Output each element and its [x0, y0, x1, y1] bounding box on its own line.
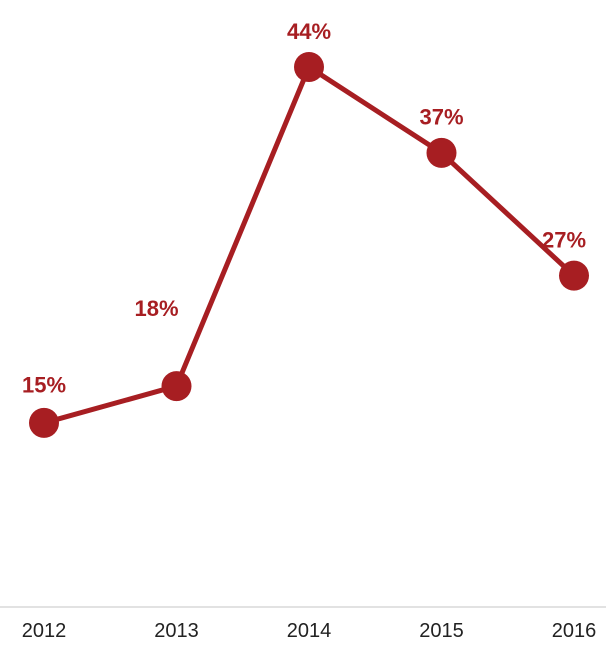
- x-tick-label-2016: 2016: [552, 620, 597, 642]
- series-line: [41, 64, 577, 426]
- data-point-2015: [426, 137, 457, 168]
- x-tick-label-2012: 2012: [22, 620, 67, 642]
- data-points: [29, 52, 589, 438]
- data-point-2013: [161, 371, 192, 402]
- data-point-2012: [29, 407, 59, 438]
- series-line-group: [41, 64, 577, 426]
- data-label-2012: 15%: [22, 373, 66, 398]
- x-tick-label-2015: 2015: [419, 620, 464, 642]
- data-label-2014: 44%: [287, 19, 331, 44]
- data-label-2015: 37%: [419, 105, 463, 130]
- data-point-2016: [559, 260, 589, 291]
- data-point-2014: [294, 52, 324, 82]
- x-tick-labels: 2012 2013 2014 2015 2016: [22, 620, 597, 642]
- data-label-2016: 27%: [542, 227, 586, 252]
- data-label-2013: 18%: [134, 296, 178, 321]
- x-tick-label-2014: 2014: [287, 620, 332, 642]
- data-labels: 15% 18% 44% 37% 27%: [22, 19, 586, 398]
- x-tick-label-2013: 2013: [154, 620, 199, 642]
